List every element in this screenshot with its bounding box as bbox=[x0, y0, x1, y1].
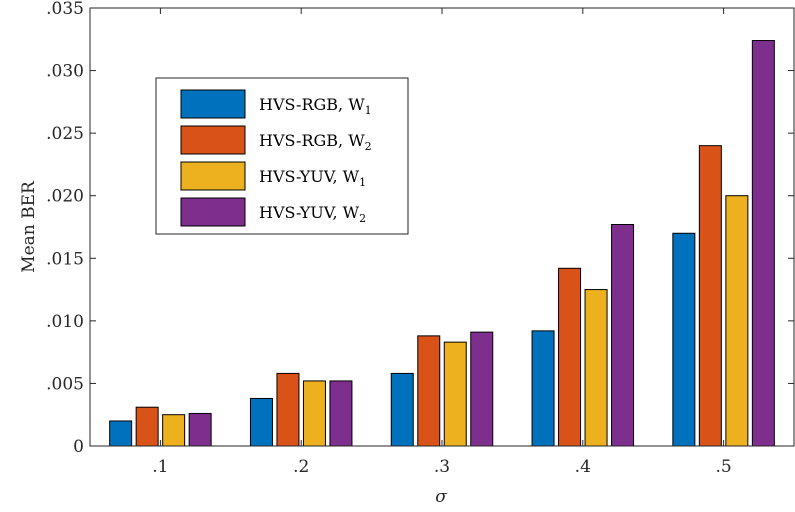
bar-series-1-3 bbox=[390, 372, 414, 447]
ticks-layer: 0 .005 .010 .015 .020 .025 .030 .035 .1 .2 .3 .4 .5 bbox=[46, 0, 794, 477]
bars-layer bbox=[109, 40, 775, 447]
legend-items: HVS-RGB, W1 HVS-RGB, W2 HVS-YUV, W1 HVS-YUV… bbox=[180, 89, 372, 227]
x-tick-label: .2 bbox=[293, 457, 309, 477]
x-tick-label: .1 bbox=[152, 457, 168, 477]
x-tick-label: .4 bbox=[575, 457, 591, 477]
bar-series-4-5 bbox=[751, 40, 775, 447]
bar-series-4-4 bbox=[611, 224, 635, 447]
y-tick-label: 0 bbox=[73, 437, 84, 457]
y-tick-label: .020 bbox=[46, 187, 84, 207]
bar-series-3-3 bbox=[443, 341, 467, 447]
bar-series-3-4 bbox=[584, 289, 608, 447]
bar-series-1-1 bbox=[109, 420, 133, 447]
bar-series-3-5 bbox=[725, 195, 749, 447]
x-tick-label: .5 bbox=[715, 457, 731, 477]
bar-series-4-2 bbox=[329, 380, 353, 447]
legend-swatch-2 bbox=[180, 125, 246, 155]
bar-series-2-3 bbox=[417, 335, 441, 447]
x-tick-label: .3 bbox=[434, 457, 450, 477]
legend-swatch-3 bbox=[180, 161, 246, 191]
y-tick-label: .005 bbox=[46, 374, 84, 394]
bar-series-4-3 bbox=[470, 331, 494, 447]
bar-series-2-1 bbox=[135, 406, 159, 447]
x-axis-title: σ bbox=[435, 487, 447, 507]
bar-series-4-1 bbox=[188, 412, 212, 447]
bar-series-1-2 bbox=[249, 397, 273, 447]
legend-label-4: HVS-YUV, W2 bbox=[259, 203, 366, 225]
legend-label-1: HVS-RGB, W1 bbox=[259, 95, 372, 117]
bar-series-2-5 bbox=[698, 145, 722, 447]
bar-series-1-4 bbox=[531, 330, 555, 447]
bar-series-2-4 bbox=[558, 267, 582, 447]
legend: HVS-RGB, W1 HVS-RGB, W2 HVS-YUV, W1 HVS-YUV… bbox=[155, 77, 409, 235]
legend-label-3: HVS-YUV, W1 bbox=[259, 167, 366, 189]
y-tick-label: .010 bbox=[46, 312, 84, 332]
bar-series-3-1 bbox=[162, 414, 186, 447]
y-axis-title: Mean BER bbox=[19, 180, 39, 273]
legend-swatch-1 bbox=[180, 89, 246, 119]
legend-label-2: HVS-RGB, W2 bbox=[259, 131, 372, 153]
y-tick-label: .030 bbox=[46, 62, 84, 82]
legend-swatch-4 bbox=[180, 197, 246, 227]
y-tick-label: .015 bbox=[46, 249, 84, 269]
bar-series-3-2 bbox=[302, 380, 326, 447]
bar-series-2-2 bbox=[276, 372, 300, 447]
bar-series-1-5 bbox=[672, 232, 696, 447]
y-tick-label: .025 bbox=[46, 124, 84, 144]
y-tick-label: .035 bbox=[46, 0, 84, 19]
